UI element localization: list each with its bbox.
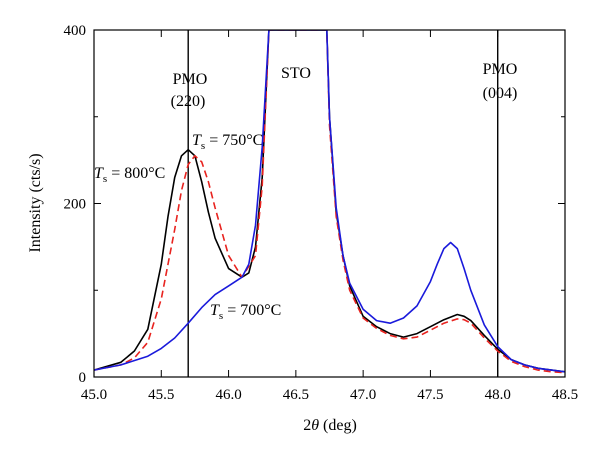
series-label-800-sub: s — [103, 173, 107, 185]
x-tick-label: 46.0 — [215, 387, 241, 403]
axis-layer: 45.0 45.5 46.0 46.5 47.0 47.5 48.0 48.5 0 200 400 — [64, 23, 579, 403]
y-tick-label: 0 — [79, 370, 87, 386]
x-tick-label: 46.5 — [283, 387, 309, 403]
series-line-1 — [94, 30, 565, 374]
series-label-700-rest: = 700°C — [223, 302, 281, 319]
series-label-750: Ts = 750°C — [192, 132, 263, 152]
x-tick-label: 45.5 — [148, 387, 174, 403]
x-tick-label: 45.0 — [81, 387, 107, 403]
x-tick-label: 47.5 — [417, 387, 443, 403]
sto-peak-label: STO — [281, 65, 311, 82]
ref-label-220-line1: PMO — [173, 71, 208, 88]
series-label-750-sub: s — [201, 140, 205, 152]
series-label-800: Ts = 800°C — [94, 165, 165, 185]
y-tick-label: 200 — [64, 197, 87, 213]
series-group — [94, 30, 565, 374]
series-line-0 — [94, 30, 565, 373]
series-label-750-t: T — [192, 132, 202, 149]
x-axis-title-suffix: (deg) — [319, 417, 357, 434]
plot-layer — [94, 30, 565, 377]
ref-label-004-line1: PMO — [483, 61, 518, 78]
series-label-700: Ts = 700°C — [210, 302, 281, 322]
series-label-750-rest: = 750°C — [205, 132, 263, 149]
x-axis-title: 2θ (deg) — [303, 417, 357, 434]
x-tick-label: 48.0 — [485, 387, 511, 403]
series-label-800-t: T — [94, 165, 104, 182]
y-tick-label: 400 — [64, 23, 87, 39]
series-label-800-rest: = 800°C — [107, 165, 165, 182]
ref-label-004-line2: (004) — [483, 85, 518, 102]
y-axis-title: Intensity (cts/s) — [27, 153, 44, 252]
plot-frame — [93, 29, 566, 378]
series-line-2 — [94, 30, 565, 373]
series-label-700-sub: s — [219, 310, 223, 322]
x-tick-label: 48.5 — [552, 387, 578, 403]
series-label-700-t: T — [210, 302, 220, 319]
x-tick-label: 47.0 — [350, 387, 376, 403]
x-axis-title-prefix: 2 — [303, 417, 311, 434]
x-axis-title-symbol: θ — [311, 417, 319, 434]
